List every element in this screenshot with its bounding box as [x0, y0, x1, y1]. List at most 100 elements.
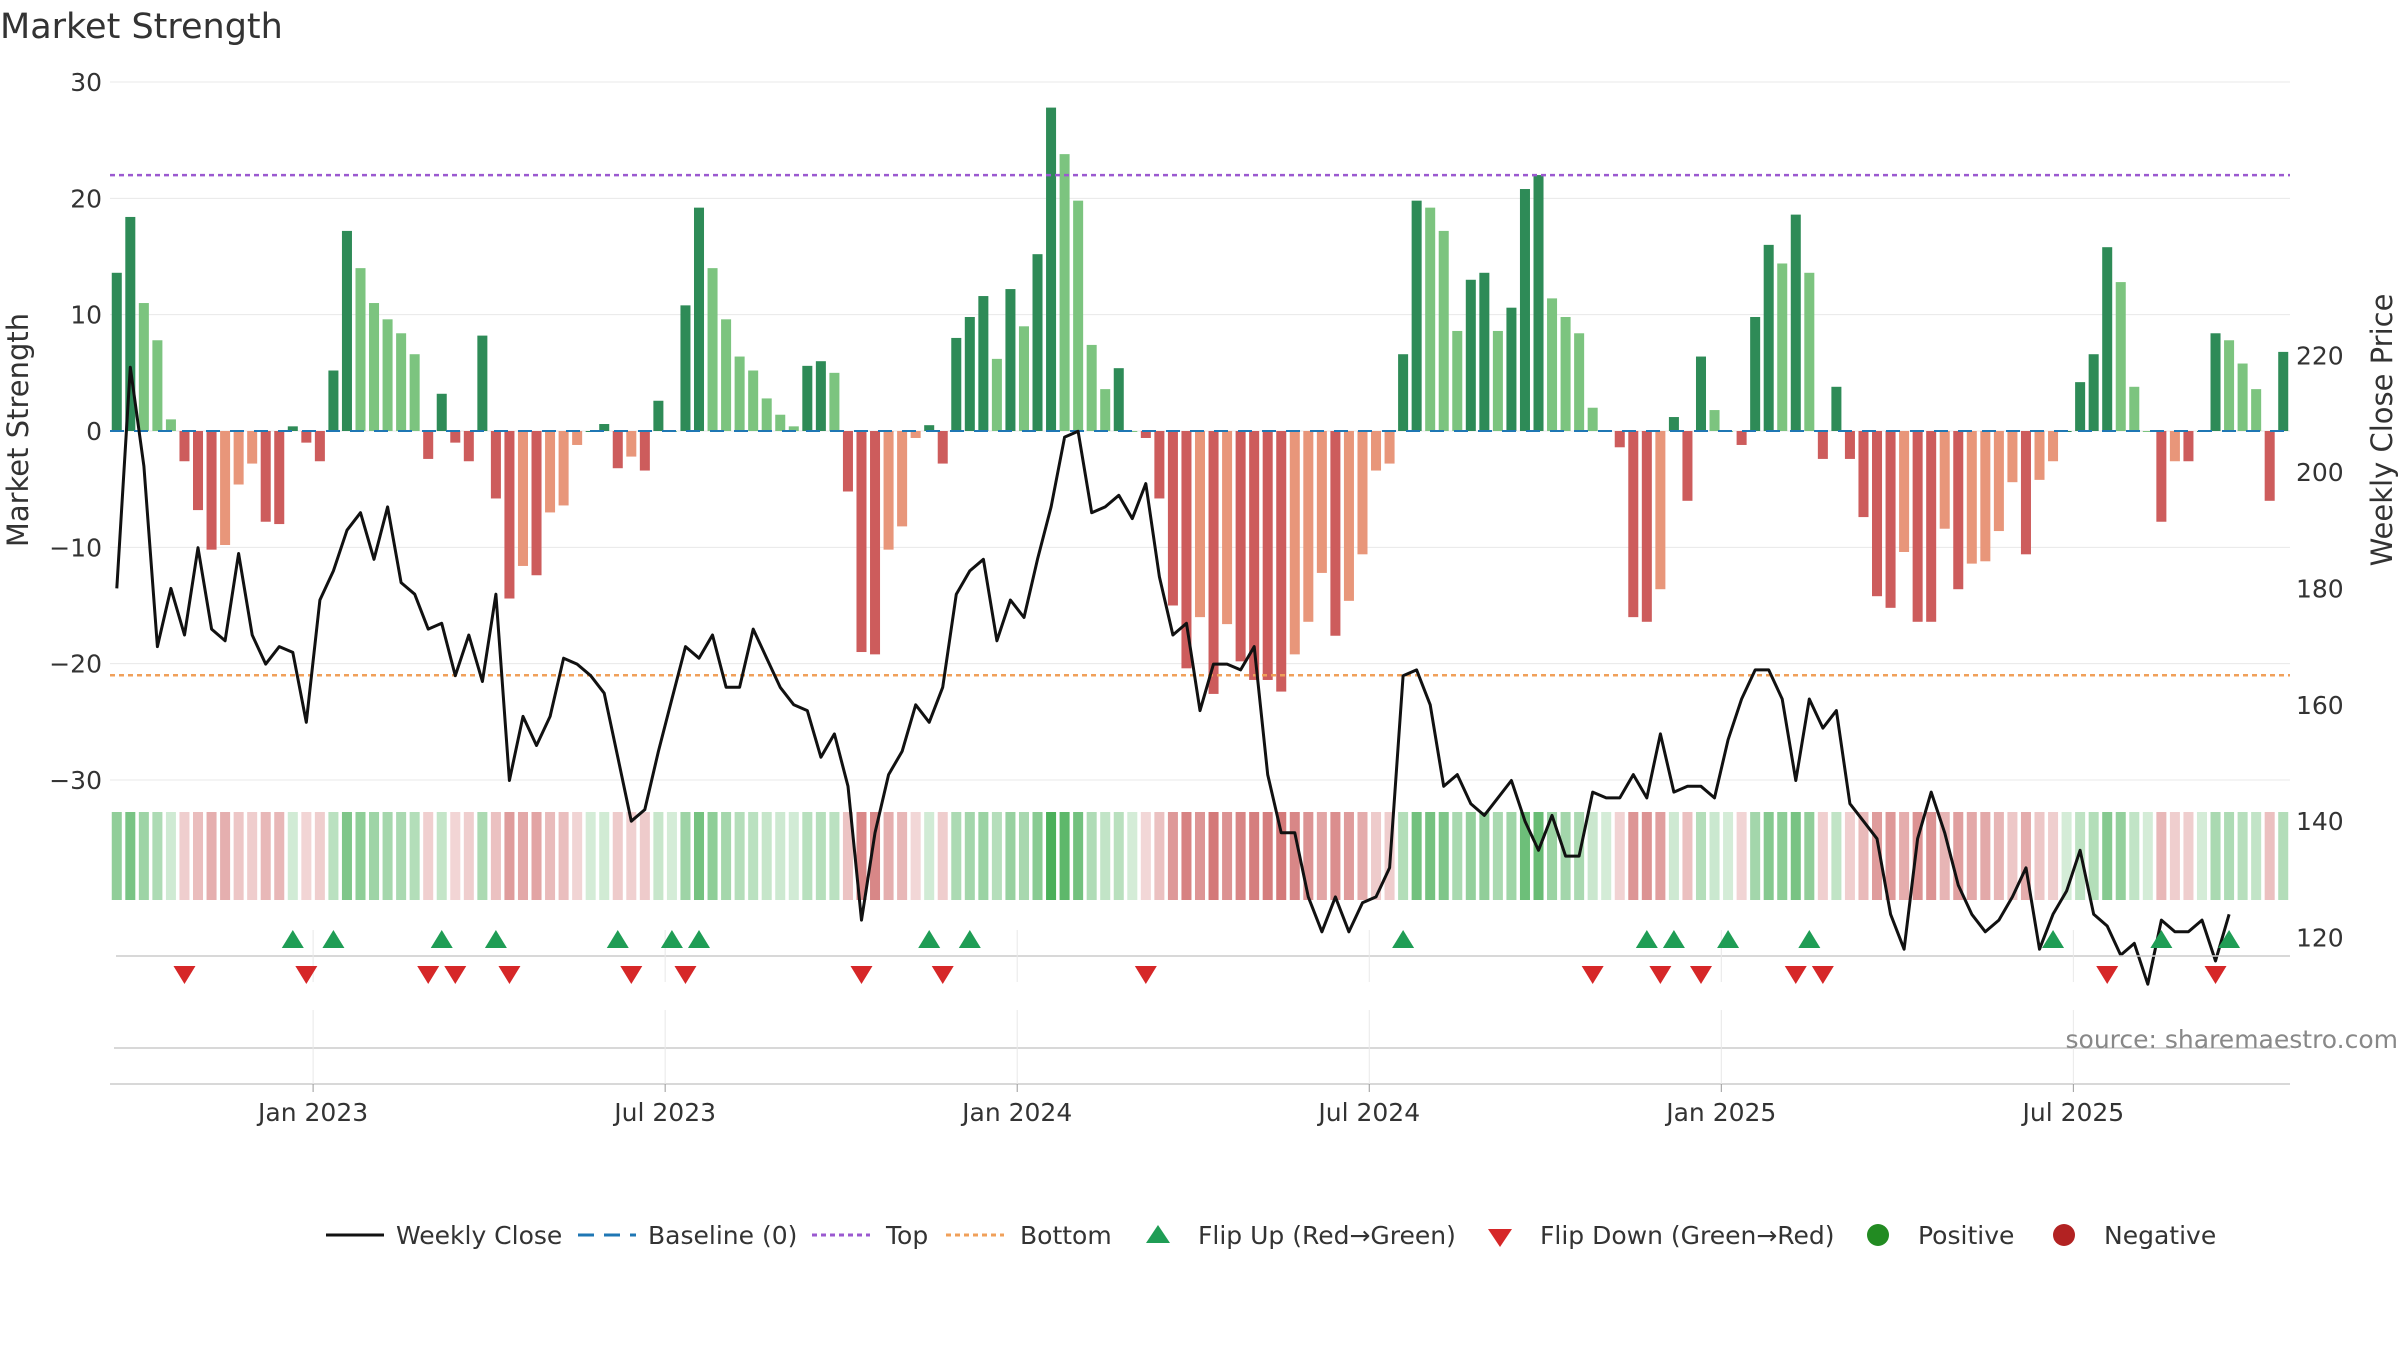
- strength-heat-strip: [111, 812, 2289, 900]
- strength-bar: [369, 303, 380, 431]
- heat-cell: [477, 812, 488, 900]
- flip-up-marker: [2042, 930, 2065, 948]
- flip-down-marker: [2204, 966, 2227, 984]
- strength-bar: [1005, 289, 1016, 431]
- heat-cell: [1926, 812, 1937, 900]
- strength-bar: [2034, 431, 2045, 480]
- x-tick-label: Jul 2025: [2020, 1098, 2124, 1127]
- heat-cell: [193, 812, 204, 900]
- strength-bar: [341, 230, 352, 431]
- y-tick-label: 0: [86, 417, 102, 446]
- heat-cell: [220, 812, 231, 900]
- heat-cell: [721, 812, 732, 900]
- strength-bar: [1980, 431, 1991, 562]
- strength-bar: [1993, 431, 2004, 532]
- heat-cell: [423, 812, 434, 900]
- legend-swatch: [1867, 1224, 1889, 1246]
- heat-cell: [2034, 812, 2045, 900]
- flip-down-marker: [1689, 966, 1712, 984]
- strength-bars: [111, 107, 2289, 694]
- strength-bar: [1519, 189, 1530, 431]
- flip-up-marker: [1798, 930, 1821, 948]
- strength-bar: [2156, 431, 2167, 522]
- strength-bar: [721, 319, 732, 431]
- legend-label: Top: [885, 1221, 928, 1250]
- x-tick-label: Jul 2024: [1316, 1098, 1420, 1127]
- strength-bar: [2007, 431, 2018, 483]
- heat-cell: [1777, 812, 1788, 900]
- strength-bar: [1479, 272, 1490, 431]
- flip-up-marker: [958, 930, 981, 948]
- strength-bar: [396, 333, 407, 431]
- strength-bar: [870, 431, 881, 655]
- strength-bar: [1668, 417, 1679, 431]
- strength-bar: [829, 372, 840, 431]
- heat-cell: [1641, 812, 1652, 900]
- strength-bar: [1113, 368, 1124, 431]
- strength-bar: [220, 431, 231, 546]
- strength-bar: [1371, 431, 1382, 471]
- strength-bar: [1912, 431, 1923, 622]
- flip-markers: [173, 930, 2241, 984]
- heat-cell: [937, 812, 948, 900]
- flip-up-marker: [606, 930, 629, 948]
- legend-label: Positive: [1918, 1221, 2014, 1250]
- strength-bar: [1817, 431, 1828, 459]
- heat-cell: [815, 812, 826, 900]
- heat-cell: [1709, 812, 1720, 900]
- heat-cell: [1303, 812, 1314, 900]
- flip-down-marker: [444, 966, 467, 984]
- flip-up-marker: [1662, 930, 1685, 948]
- strength-bar: [1330, 431, 1341, 636]
- flip-down-marker: [498, 966, 521, 984]
- heat-cell: [883, 812, 894, 900]
- heat-cell: [1032, 812, 1043, 900]
- heat-cell: [1831, 812, 1842, 900]
- heat-cell: [1316, 812, 1327, 900]
- flip-up-marker: [2150, 930, 2173, 948]
- heat-cell: [1506, 812, 1517, 900]
- heat-cell: [1235, 812, 1246, 900]
- flip-down-marker: [931, 966, 954, 984]
- strength-bar: [1127, 431, 1138, 432]
- strength-bar: [2048, 431, 2059, 462]
- heat-cell: [396, 812, 407, 900]
- strength-bar: [1547, 298, 1558, 431]
- strength-bar: [626, 431, 637, 457]
- strength-bar: [1844, 431, 1855, 459]
- heat-cell: [1073, 812, 1084, 900]
- strength-bar: [1235, 431, 1246, 662]
- strength-bar: [545, 431, 556, 513]
- strength-bar: [409, 354, 420, 431]
- heat-cell: [247, 812, 258, 900]
- heat-cell: [734, 812, 745, 900]
- heat-cell: [1086, 812, 1097, 900]
- strength-bar: [2183, 431, 2194, 462]
- heat-cell: [206, 812, 217, 900]
- legend-label: Weekly Close: [396, 1221, 562, 1250]
- strength-bar: [1465, 279, 1476, 431]
- strength-bar: [1790, 214, 1801, 431]
- strength-bar: [1641, 431, 1652, 622]
- legend-swatch: [2053, 1224, 2075, 1246]
- heat-cell: [870, 812, 881, 900]
- strength-bar: [2115, 282, 2126, 431]
- heat-cell: [1519, 812, 1530, 900]
- y2-tick-label: 180: [2296, 574, 2344, 603]
- strength-bar: [477, 335, 488, 431]
- y-tick-label: 30: [70, 68, 102, 97]
- strength-bar: [193, 431, 204, 511]
- x-tick-label: Jul 2023: [612, 1098, 716, 1127]
- y2-tick-label: 120: [2296, 924, 2344, 953]
- strength-bar: [1695, 356, 1707, 431]
- reference-lines: [110, 173, 2290, 677]
- strength-bar: [152, 340, 163, 431]
- heat-cell: [355, 812, 366, 900]
- strength-bar: [639, 431, 650, 471]
- heat-cell: [2169, 812, 2180, 900]
- heat-cell: [2196, 812, 2207, 900]
- heat-cell: [1194, 812, 1206, 900]
- strength-bar: [1059, 154, 1070, 432]
- heat-cell: [856, 812, 867, 900]
- strength-bar: [558, 431, 569, 506]
